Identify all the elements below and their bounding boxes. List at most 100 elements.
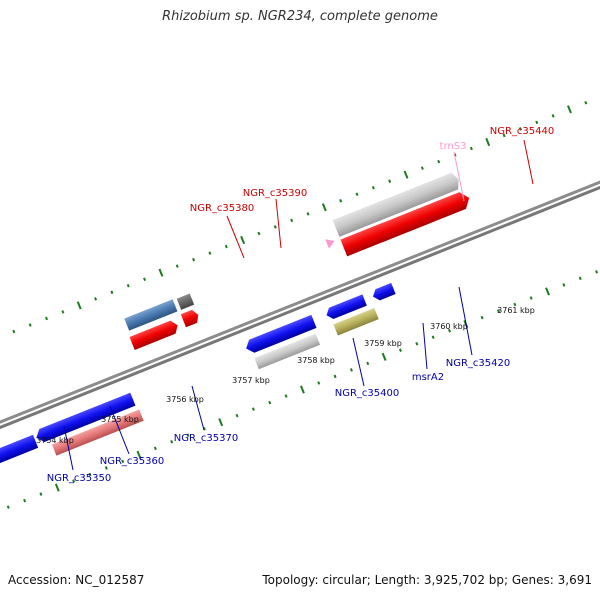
minor-tick [126,284,130,288]
minor-tick [437,159,441,164]
minor-tick [420,166,424,170]
minor-tick [431,335,435,339]
gene-arrow[interactable] [0,434,39,470]
leader-line [109,405,130,455]
major-tick [545,287,550,296]
kbp-label: 3758 kbp [297,356,335,365]
kbp-label: 3754 kbp [36,436,74,445]
gene-arrow[interactable] [34,392,136,445]
gene-arrow[interactable] [244,314,317,355]
minor-tick [339,199,343,203]
minor-tick [121,459,125,464]
leader-line [226,215,245,259]
gene-arrow[interactable] [180,308,201,328]
minor-tick [518,127,522,131]
minor-tick [170,440,174,444]
minor-tick [562,283,566,287]
scale-labels: 3754 kbp 3755 kbp 3756 kbp 3757 kbp 3758… [36,306,535,445]
gene-label[interactable]: NGR_c35350 [47,473,112,484]
major-tick [403,170,409,179]
gene-arrow[interactable] [324,294,367,320]
minor-tick [469,146,473,151]
minor-tick [584,100,588,105]
gene-label[interactable]: msrA2 [412,372,444,383]
gene-label[interactable]: NGR_c35390 [243,188,308,199]
minor-tick [502,133,506,138]
minor-tick [175,264,179,268]
minor-tick [497,309,500,313]
leader-line [191,385,205,431]
accession-text: Accession: NC_012587 [8,573,145,587]
gene-box[interactable] [176,293,195,310]
minor-tick [398,348,402,353]
gene-arrow[interactable] [371,282,396,302]
minor-tick [595,270,599,274]
leader-line [422,322,428,370]
minor-tick [306,212,310,216]
gene-box[interactable] [124,299,178,331]
major-tick [218,418,224,427]
gene-labels: NGR_c35440 trnS3 NGR_c35390 NGR_c35380 N… [47,126,555,484]
gene-label[interactable]: NGR_c35370 [174,433,239,444]
gene-label[interactable]: NGR_c35380 [190,203,255,214]
gene-box[interactable] [333,307,379,336]
minor-tick [72,479,76,483]
major-tick [240,235,246,245]
minor-tick [88,472,92,477]
minor-tick [578,276,582,281]
minor-tick [268,400,272,405]
leader-line [275,198,282,249]
major-tick [485,137,491,147]
minor-tick [366,361,370,366]
minor-tick [273,225,277,229]
minor-tick [23,498,27,503]
gene-arrow[interactable] [129,319,181,350]
gene-arrow[interactable] [340,190,472,257]
minor-tick [355,192,359,197]
minor-tick [61,310,65,314]
minor-tick [447,328,451,333]
minor-tick [39,492,43,496]
kbp-label: 3760 kbp [430,322,468,331]
gene-label[interactable]: NGR_c35440 [490,126,555,137]
map-body [0,100,600,509]
minor-tick [284,394,288,398]
minor-tick [349,368,353,372]
map-title: Rhizobium sp. NGR234, complete genome [162,9,438,24]
gene-label[interactable]: trnS3 [440,141,467,152]
minor-tick [224,244,228,249]
minor-tick [12,329,16,334]
minor-tick [513,302,517,307]
gene-label[interactable]: NGR_c35420 [446,358,511,369]
gene-label[interactable]: NGR_c35360 [100,456,165,467]
minor-tick [143,277,147,281]
leader-line [352,337,365,387]
leader-line [453,151,465,202]
gene-arrow[interactable] [332,171,462,237]
backbone-line [0,134,600,476]
minor-tick [535,120,539,125]
minor-tick [110,290,114,295]
major-tick [158,268,164,277]
topology-text: Topology: circular; Length: 3,925,702 bp… [262,573,592,587]
minor-tick [415,341,419,346]
gene-box[interactable] [51,409,144,456]
minor-tick [208,251,212,255]
major-tick [321,203,327,212]
kbp-label: 3756 kbp [166,395,204,404]
minor-tick [317,381,321,385]
minor-tick [6,505,10,509]
leader-line [523,139,534,185]
minor-tick [551,114,555,118]
minor-tick [333,374,337,379]
major-tick [76,301,82,310]
minor-tick [235,413,239,418]
minor-tick [251,407,255,411]
kbp-label: 3761 kbp [497,306,535,315]
trna-arrow[interactable] [325,236,336,249]
minor-tick [257,231,261,236]
kbp-label: 3755 kbp [101,415,139,424]
gene-box[interactable] [254,333,321,370]
gene-label[interactable]: NGR_c35400 [335,388,400,399]
minor-tick [104,466,108,470]
